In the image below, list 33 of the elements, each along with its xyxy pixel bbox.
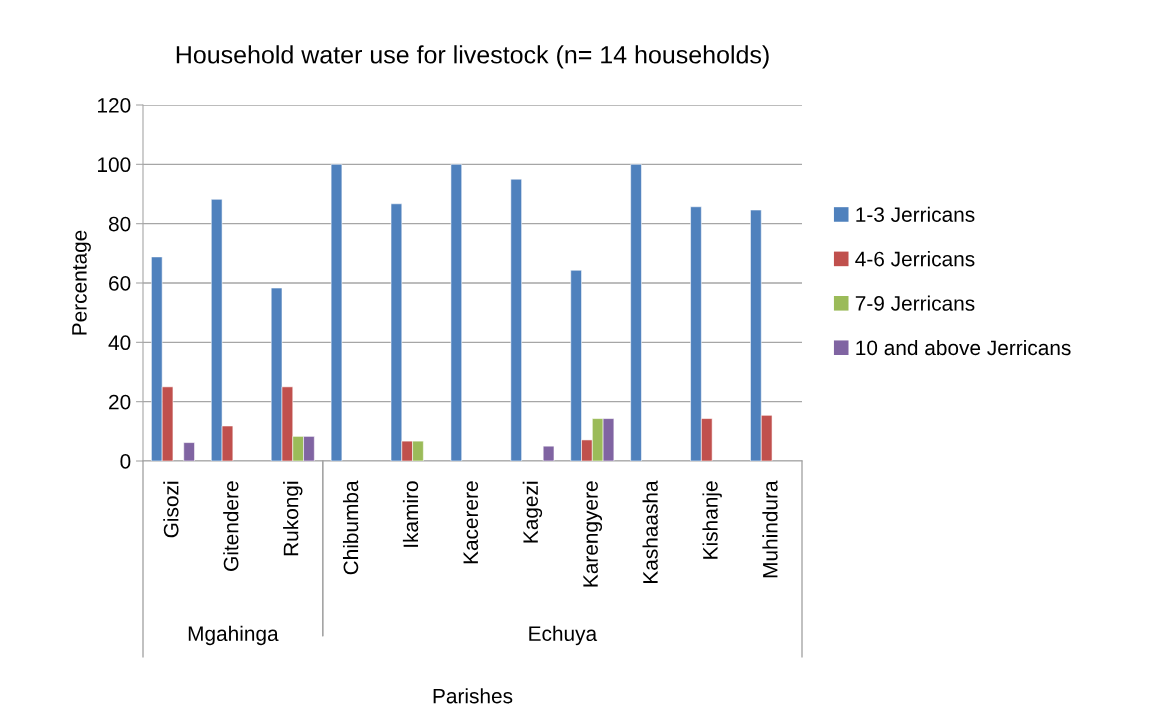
text: Echuya — [529, 625, 598, 646]
x-tick-label: Muhindura — [762, 480, 778, 578]
x-tick-label: Kashaasha — [642, 480, 658, 583]
y-axis-title: Percentage — [72, 230, 91, 335]
legend-label: 1-3 Jerricans — [856, 206, 975, 222]
y-tick-label: 80 — [108, 216, 131, 232]
y-tick-label: 0 — [120, 454, 131, 469]
legend-label: 10 and above Jerricans — [856, 339, 1071, 356]
x-tick-label: Gisozi — [163, 481, 179, 538]
x-tick-label: Kacerere — [463, 481, 479, 564]
y-tick-label: 120 — [98, 98, 131, 113]
x-tick-label: Kagezi — [522, 481, 543, 543]
bar — [510, 178, 522, 461]
x-tick-label: Chibumba — [342, 480, 359, 575]
chart-title: Household water use for livestock (n= 14 households) — [176, 45, 769, 69]
x-tick-label: Ikamiro — [402, 481, 419, 547]
bar — [630, 164, 642, 461]
bar — [183, 442, 195, 461]
legend-label: 4-6 Jerricans — [855, 251, 975, 267]
x-axis-title: Parishes — [433, 688, 513, 704]
legend-label: 7-9 Jerricans — [855, 295, 975, 311]
bar — [330, 164, 343, 461]
x-tick-label: Karengyere — [583, 481, 603, 587]
y-tick-label: 40 — [108, 335, 131, 351]
bar — [450, 164, 462, 461]
bar — [542, 445, 555, 461]
y-tick-label: 20 — [109, 394, 131, 410]
x-tick-label: Gitendere — [223, 481, 239, 571]
y-tick-label: 60 — [109, 276, 131, 291]
text: Mgahinga — [188, 625, 279, 646]
x-tick-label: Kishanje — [702, 481, 722, 559]
y-tick-label: 100 — [98, 157, 131, 173]
x-tick-label: Rukongi — [283, 481, 303, 556]
